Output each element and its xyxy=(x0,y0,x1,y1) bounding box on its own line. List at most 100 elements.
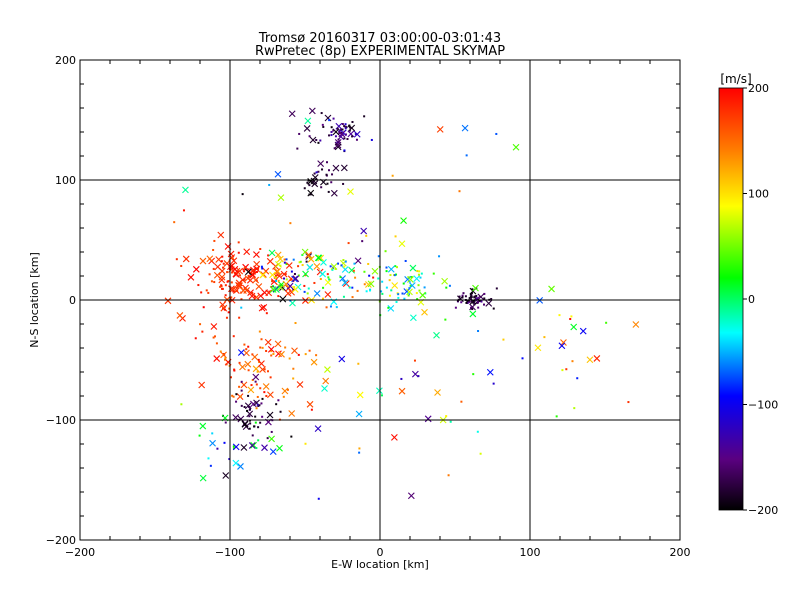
data-point-dot xyxy=(308,349,311,352)
data-point-dot xyxy=(243,266,246,269)
data-point-dot xyxy=(268,290,271,293)
data-point-x-marker xyxy=(215,256,223,263)
x-marker-stroke xyxy=(215,256,223,263)
data-point-dot xyxy=(274,279,277,282)
data-point-dot xyxy=(465,301,468,304)
data-point-dot xyxy=(246,409,249,412)
x-marker-stroke xyxy=(332,164,340,172)
data-point-x-marker xyxy=(274,251,282,259)
data-point-x-marker xyxy=(268,435,275,443)
data-point-dot xyxy=(471,288,474,291)
data-point-dot xyxy=(284,273,287,276)
data-point-x-marker xyxy=(258,304,266,312)
data-point-dot xyxy=(354,133,357,136)
data-point-dot xyxy=(232,447,235,450)
data-point-x-marker xyxy=(244,268,252,276)
x-marker-stroke xyxy=(260,303,268,311)
x-marker-stroke xyxy=(236,282,243,289)
data-point-x-marker xyxy=(367,280,375,288)
x-marker-stroke xyxy=(534,344,542,352)
data-point-dot xyxy=(417,273,420,276)
data-point-dot xyxy=(308,184,311,187)
data-point-dot xyxy=(340,128,343,131)
x-marker-stroke xyxy=(285,262,293,269)
data-point-x-marker xyxy=(307,178,315,185)
data-point-dot xyxy=(303,284,306,287)
data-point-dot xyxy=(400,377,403,380)
x-marker-stroke xyxy=(253,251,260,258)
data-point-x-marker xyxy=(424,415,432,423)
data-point-dot xyxy=(329,265,332,268)
x-marker-stroke xyxy=(348,266,356,274)
data-point-dot xyxy=(327,276,330,279)
data-point-x-marker xyxy=(274,170,282,178)
data-point-dot xyxy=(342,182,345,185)
x-marker-stroke xyxy=(242,423,250,430)
data-point-x-marker xyxy=(288,410,296,417)
data-point-dot xyxy=(483,292,486,295)
data-point-dot xyxy=(269,376,272,379)
data-point-dot xyxy=(397,296,400,299)
data-point-dot xyxy=(251,434,254,437)
data-point-dot xyxy=(358,447,361,450)
data-point-dot xyxy=(573,407,576,410)
data-point-dot xyxy=(483,303,486,306)
data-point-x-marker xyxy=(255,283,263,290)
data-point-x-marker xyxy=(319,270,326,278)
data-point-dot xyxy=(388,279,391,282)
x-marker-stroke xyxy=(353,130,361,138)
data-point-x-marker xyxy=(355,410,363,418)
data-point-dot xyxy=(328,278,331,281)
data-point-dot xyxy=(235,393,238,396)
data-point-dot xyxy=(368,274,371,277)
data-point-x-marker xyxy=(436,126,444,133)
data-point-x-marker xyxy=(390,433,398,441)
x-marker-stroke xyxy=(433,331,440,339)
data-point-dot xyxy=(219,285,222,288)
x-marker-stroke xyxy=(264,338,272,346)
x-marker-stroke xyxy=(371,267,379,275)
data-point-dot xyxy=(401,292,404,295)
data-point-x-marker xyxy=(410,314,417,322)
data-point-x-marker xyxy=(409,264,417,272)
data-point-dot xyxy=(543,336,546,339)
data-point-x-marker xyxy=(233,287,240,295)
data-point-x-marker xyxy=(324,366,331,373)
x-marker-stroke xyxy=(222,472,230,479)
data-point-x-marker xyxy=(288,288,296,296)
x-marker-stroke xyxy=(232,459,240,467)
x-marker-stroke xyxy=(347,130,355,138)
chart-subtitle: RwPretec (8p) EXPERIMENTAL SKYMAP xyxy=(255,44,505,59)
x-marker-stroke xyxy=(223,260,231,267)
data-point-dot xyxy=(310,408,313,411)
data-point-x-marker xyxy=(276,444,283,452)
data-point-dot xyxy=(380,290,383,293)
x-marker-stroke xyxy=(229,285,237,293)
data-point-dot xyxy=(288,357,291,360)
data-point-dot xyxy=(381,292,384,295)
data-point-dot xyxy=(476,430,479,433)
data-point-dot xyxy=(341,123,344,126)
data-point-dot xyxy=(333,147,336,150)
x-marker-stroke xyxy=(461,124,469,132)
data-point-dot xyxy=(255,447,258,450)
data-point-dot xyxy=(211,432,214,435)
data-point-x-marker xyxy=(198,381,206,389)
x-marker-stroke xyxy=(403,288,411,295)
data-point-dot xyxy=(224,294,227,297)
data-point-dot xyxy=(356,289,359,292)
data-point-dot xyxy=(259,346,262,349)
data-point-x-marker xyxy=(593,355,601,362)
x-marker-stroke xyxy=(434,389,441,396)
data-point-dot xyxy=(257,404,260,407)
y-tick-label: 100 xyxy=(55,174,76,187)
x-marker-stroke xyxy=(250,441,257,449)
data-point-dot xyxy=(251,353,254,356)
data-point-x-marker xyxy=(307,255,315,263)
data-point-dot xyxy=(282,395,285,398)
data-point-dot xyxy=(472,373,475,376)
data-point-dot xyxy=(257,439,260,442)
data-point-dot xyxy=(243,343,246,346)
x-marker-stroke xyxy=(206,255,214,263)
data-point-x-marker xyxy=(276,255,284,263)
